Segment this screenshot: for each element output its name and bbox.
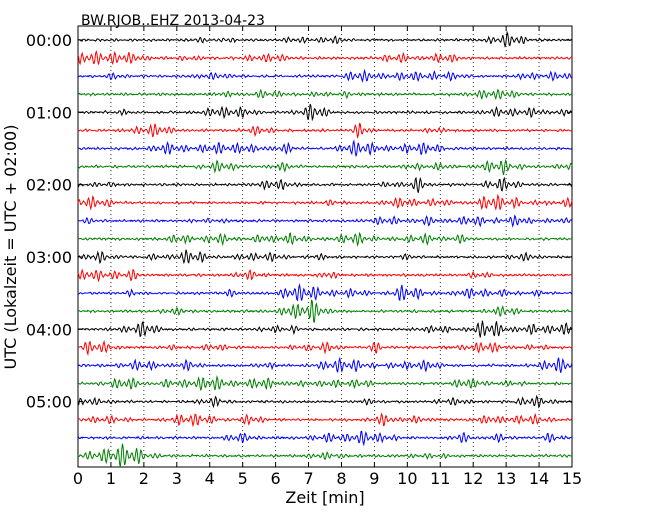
- y-tick-label: 05:00: [26, 393, 72, 412]
- trace-line: [77, 231, 573, 247]
- x-tick-label: 3: [172, 469, 182, 488]
- seismogram-traces: [77, 30, 573, 468]
- x-tick-label: 11: [430, 469, 450, 488]
- x-tick-label: 4: [205, 469, 215, 488]
- trace-line: [77, 374, 573, 391]
- trace-line: [77, 430, 573, 447]
- x-axis-label: Zeit [min]: [285, 488, 364, 507]
- trace-line: [77, 122, 573, 139]
- y-axis-label: UTC (Lokalzeit = UTC + 02:00): [1, 125, 20, 370]
- trace-line: [77, 158, 573, 176]
- trace-line: [77, 340, 573, 357]
- x-tick-label: 7: [303, 469, 313, 488]
- y-tick-label: 00:00: [26, 31, 72, 50]
- trace-line: [77, 139, 573, 157]
- y-tick-label: 03:00: [26, 248, 72, 267]
- x-tick-label: 1: [106, 469, 116, 488]
- x-tick-label: 12: [463, 469, 483, 488]
- x-axis: 0 1 2 3 4 5 6 7 8 9 10 11 12 13 14 15: [73, 26, 582, 488]
- y-tick-label: 02:00: [26, 176, 72, 195]
- x-tick-label: 2: [139, 469, 149, 488]
- trace-line: [77, 443, 573, 468]
- x-tick-label: 9: [369, 469, 379, 488]
- trace-line: [77, 68, 573, 83]
- x-tick-label: 0: [73, 469, 83, 488]
- y-axis: 00:00 01:00 02:00 03:00 04:00 05:00: [26, 31, 572, 412]
- y-tick-label: 04:00: [26, 320, 72, 339]
- trace-line: [77, 249, 573, 265]
- trace-line: [77, 356, 573, 373]
- x-tick-label: 14: [529, 469, 549, 488]
- trace-line: [77, 320, 573, 338]
- chart-title: BW.RJOB..EHZ 2013-04-23: [81, 13, 265, 29]
- trace-line: [77, 103, 573, 122]
- trace-line: [77, 299, 573, 323]
- y-tick-label: 01:00: [26, 103, 72, 122]
- x-tick-label: 13: [496, 469, 516, 488]
- trace-line: [77, 49, 573, 66]
- plot-frame: [77, 25, 573, 468]
- x-tick-label: 8: [336, 469, 346, 488]
- x-tick-label: 6: [271, 469, 281, 488]
- plot-area: [77, 25, 573, 468]
- x-tick-label: 15: [562, 469, 582, 488]
- trace-line: [77, 283, 573, 302]
- trace-line: [77, 176, 573, 193]
- x-tick-label: 10: [397, 469, 417, 488]
- trace-line: [77, 214, 573, 228]
- trace-line: [77, 30, 573, 48]
- trace-line: [77, 88, 573, 101]
- trace-line: [77, 268, 573, 283]
- trace-line: [77, 193, 573, 211]
- trace-line: [77, 412, 573, 428]
- trace-line: [77, 394, 573, 409]
- x-tick-label: 5: [238, 469, 248, 488]
